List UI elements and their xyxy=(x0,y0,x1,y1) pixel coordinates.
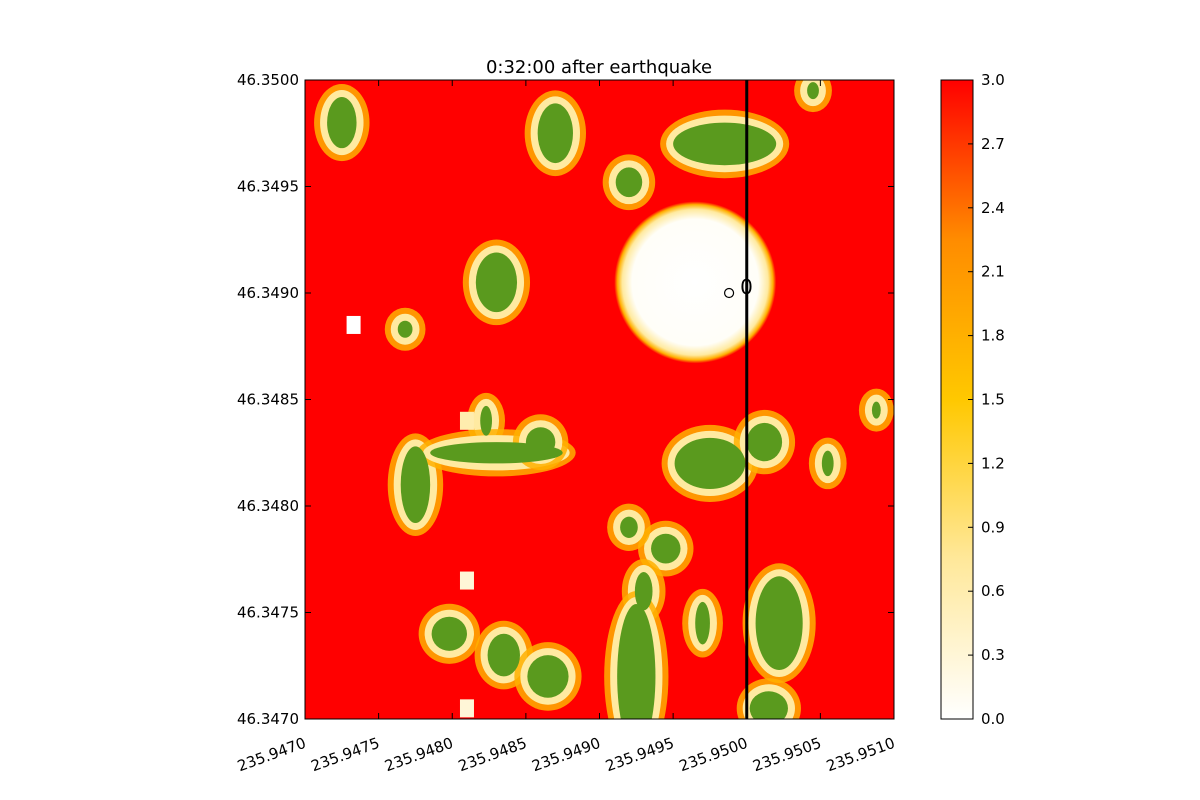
low-value-cell xyxy=(459,571,474,590)
x-tick-label: 235.9475 xyxy=(309,734,382,775)
dry-land-patch xyxy=(749,691,788,719)
dry-land-patch xyxy=(400,446,431,524)
colorbar-tick-label: 0.0 xyxy=(981,710,1005,728)
dry-land-patch xyxy=(525,427,556,458)
y-tick-label: 46.3500 xyxy=(237,71,299,89)
dry-land-patch xyxy=(537,103,573,164)
chart-title: 0:32:00 after earthquake xyxy=(486,57,712,78)
low-value-spots xyxy=(346,315,474,718)
x-tick-label: 235.9490 xyxy=(529,734,602,775)
colorbar-tick-label: 0.3 xyxy=(981,646,1005,664)
dry-land-patch xyxy=(673,122,777,166)
x-tick-label: 235.9485 xyxy=(456,734,529,775)
y-axis: 46.3470 46.3475 46.3480 46.3485 46.3490 46.34… xyxy=(237,71,894,728)
heatmap-plot-area xyxy=(305,80,894,719)
dry-land-patch xyxy=(755,576,803,671)
x-tick-label: 235.9470 xyxy=(235,734,308,775)
dry-land-patch xyxy=(746,422,783,462)
dry-land-patch xyxy=(634,572,653,611)
dry-land-features xyxy=(327,82,881,719)
location-marker-label: 0 xyxy=(740,275,753,299)
location-marker xyxy=(723,287,735,299)
dry-land-patch xyxy=(651,533,681,564)
dry-land-patch xyxy=(871,401,881,419)
colorbar-tick-label: 2.1 xyxy=(981,263,1005,281)
colorbar-tick-label: 1.2 xyxy=(981,454,1005,472)
dry-land-patch xyxy=(821,450,834,477)
y-tick-label: 46.3475 xyxy=(237,604,299,622)
y-tick-label: 46.3495 xyxy=(237,178,299,196)
colorbar-tick-label: 0.9 xyxy=(981,518,1005,536)
x-tick-label: 235.9510 xyxy=(824,734,897,775)
colorbar-tick-label: 2.7 xyxy=(981,135,1005,153)
x-tick-label: 235.9505 xyxy=(750,734,823,775)
low-value-cell xyxy=(346,315,361,334)
low-value-cell xyxy=(459,411,474,430)
y-tick-label: 46.3470 xyxy=(237,710,299,728)
colorbar-axis: 0.0 0.3 0.6 0.9 1.2 1.5 1.8 2.1 2.4 2.7 3.0 xyxy=(968,71,1005,728)
colorbar-tick-label: 1.5 xyxy=(981,391,1005,409)
x-tick-label: 235.9480 xyxy=(382,734,455,775)
low-value-cell xyxy=(459,699,474,718)
dry-land-patch xyxy=(615,167,643,198)
dry-land-patch xyxy=(475,252,518,313)
colorbar-tick-label: 1.8 xyxy=(981,327,1005,345)
y-tick-label: 46.3485 xyxy=(237,391,299,409)
dry-land-patch xyxy=(695,601,710,645)
y-tick-label: 46.3490 xyxy=(237,284,299,302)
colorbar-tick-label: 3.0 xyxy=(981,71,1005,89)
x-tick-label: 235.9495 xyxy=(603,734,676,775)
dry-land-patch xyxy=(527,655,569,698)
colorbar-tick-label: 0.6 xyxy=(981,582,1005,600)
dry-land-patch xyxy=(674,437,746,489)
dry-land-patch xyxy=(480,405,493,436)
y-tick-label: 46.3480 xyxy=(237,497,299,515)
dry-land-patch xyxy=(620,516,638,538)
dry-land-patch xyxy=(487,633,520,677)
x-tick-label: 235.9500 xyxy=(677,734,750,775)
dry-land-patch xyxy=(327,97,357,149)
dry-land-patch xyxy=(431,616,467,651)
dry-land-patch xyxy=(807,82,819,100)
dry-land-patch xyxy=(397,320,413,338)
colorbar-tick-label: 2.4 xyxy=(981,199,1005,217)
source-zone xyxy=(614,201,777,364)
dry-land-patch xyxy=(617,604,656,719)
